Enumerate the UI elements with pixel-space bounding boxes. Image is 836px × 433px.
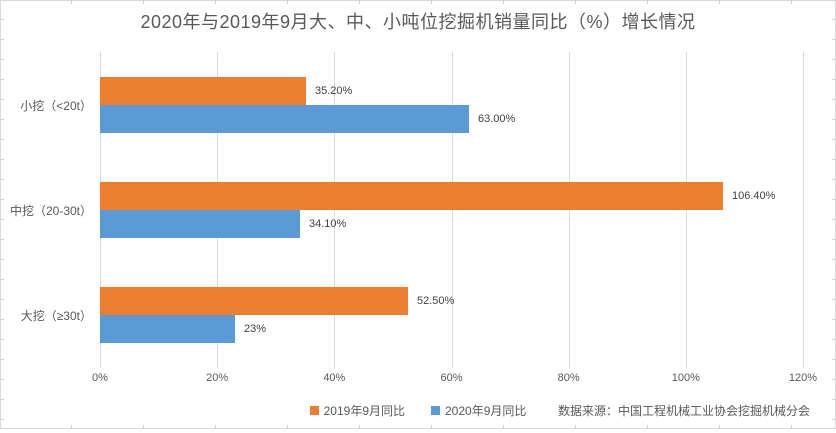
legend-label: 2020年9月同比: [445, 403, 527, 418]
bar-value-label: 35.20%: [315, 85, 353, 97]
data-source-note: 数据来源：中国工程机械工业协会挖掘机械分会: [557, 404, 810, 418]
x-tick-label: 80%: [557, 372, 580, 384]
gridline: [451, 52, 453, 368]
gridline: [568, 52, 570, 368]
bar: [100, 182, 723, 210]
gridline: [334, 52, 336, 368]
bar: [100, 77, 306, 105]
legend-item: 2019年9月同比: [309, 402, 405, 419]
x-tick-label: 0%: [92, 372, 108, 384]
legend-item: 2020年9月同比: [431, 402, 526, 419]
legend-swatch: [431, 405, 440, 415]
bar-value-label: 106.40%: [732, 190, 776, 202]
spreadsheet-ticks-top: [0, 0, 836, 4]
gridline: [685, 52, 687, 368]
x-axis: 0% 20% 40% 60% 80% 100% 120%: [0, 372, 836, 388]
x-tick-label: 120%: [788, 372, 818, 384]
bar-value-label: 23%: [244, 323, 267, 335]
category-label: 大挖（≥30t）: [20, 309, 92, 323]
x-tick-label: 40%: [323, 372, 346, 384]
legend-label: 2019年9月同比: [323, 403, 405, 418]
bar: [100, 105, 469, 133]
spreadsheet-ticks-bottom: [0, 425, 836, 429]
legend-swatch: [309, 405, 319, 415]
x-tick-label: 100%: [671, 372, 700, 384]
category-label: 中挖（20-30t）: [9, 204, 92, 218]
category-label: 小挖（<20t）: [20, 99, 92, 113]
bar: [100, 287, 408, 315]
bar-value-label: 34.10%: [309, 218, 347, 230]
x-tick-label: 60%: [440, 372, 463, 384]
x-tick-label: 20%: [206, 372, 229, 384]
bar-value-label: 63.00%: [478, 113, 516, 125]
spreadsheet-ticks-right: [832, 0, 836, 429]
bar: [100, 210, 300, 238]
bar: [100, 315, 235, 343]
y-axis: 小挖（<20t） 中挖（20-30t） 大挖（≥30t）: [0, 52, 92, 368]
gridline: [803, 52, 804, 368]
plot-area: 35.20% 106.40% 52.50% 63.00% 34.10% 23%: [100, 52, 804, 368]
bar-value-label: 52.50%: [417, 295, 455, 307]
spreadsheet-ticks-left: [0, 0, 4, 429]
chart-title: 2020年与2019年9月大、中、小吨位挖掘机销量同比（%）增长情况: [140, 12, 696, 32]
